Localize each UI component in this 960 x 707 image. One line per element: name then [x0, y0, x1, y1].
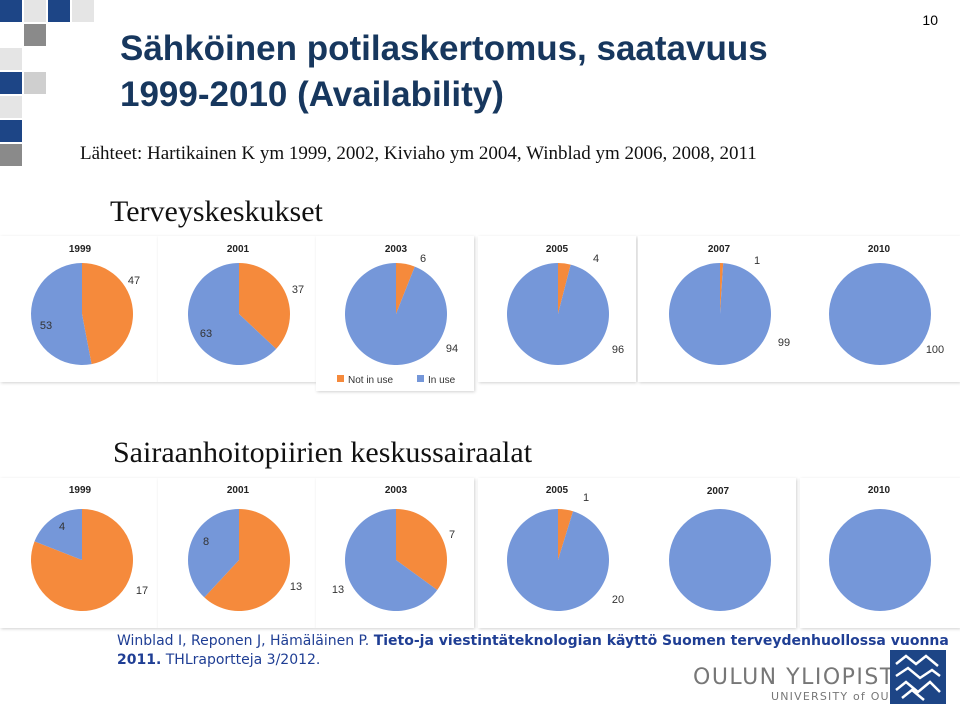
chart-year-label: 2005	[546, 244, 569, 255]
chart-year-label: 1999	[69, 485, 92, 496]
data-label: 13	[332, 584, 344, 596]
data-label: 37	[292, 284, 304, 296]
pie-slice-not-in-use	[558, 509, 574, 560]
title-line-2: 1999-2010 (Availability)	[120, 75, 504, 114]
pie-slice-in-use	[188, 263, 277, 365]
pie-slice-not-in-use	[558, 263, 571, 314]
pie-slice-not-in-use	[204, 509, 291, 611]
legend-swatch-in-use	[417, 375, 424, 382]
chart-year-label: 2010	[868, 485, 891, 496]
chart-year-label: 2001	[227, 244, 250, 255]
footer-authors: Winblad I, Reponen J, Hämäläinen P.	[117, 633, 374, 649]
data-label: 100	[926, 344, 944, 356]
pie-slice-not-in-use	[396, 509, 447, 590]
data-label: 47	[128, 275, 140, 287]
data-label: 4	[593, 253, 599, 265]
pie-slice-not-in-use	[396, 263, 415, 314]
pie-slice-in-use	[345, 263, 448, 366]
data-label: 4	[59, 521, 65, 533]
section-title-terveyskeskukset: Terveyskeskukset	[110, 195, 323, 228]
chart-year-label: 1999	[69, 244, 92, 255]
sources-text: Lähteet: Hartikainen K ym 1999, 2002, Ki…	[80, 143, 757, 164]
pie-slice-not-in-use	[82, 263, 134, 365]
pie-slice-in-use	[829, 509, 931, 611]
pie-slice-in-use	[669, 509, 771, 611]
section-title-keskussairaalat: Sairaanhoitopiirien keskussairaalat	[113, 436, 533, 469]
data-label: 8	[203, 536, 209, 548]
pie-slice-in-use	[34, 509, 82, 560]
data-label: 13	[290, 581, 302, 593]
pie-slice-in-use	[507, 508, 610, 611]
chart-year-label: 2007	[707, 486, 730, 497]
footer-citation: Winblad I, Reponen J, Hämäläinen P. Tiet…	[117, 632, 960, 670]
logo-sub-text: UNIVERSITY of OULU	[771, 690, 906, 703]
pie-slice-in-use	[31, 263, 92, 365]
data-label: 1	[754, 255, 760, 267]
university-logo-text: OULUN YLIOPISTO UNIVERSITY of OULU	[693, 666, 914, 704]
pie-slice-not-in-use	[239, 263, 291, 349]
pie-slice-in-use	[188, 509, 239, 598]
footer-series: THLraportteja 3/2012.	[161, 652, 321, 668]
chart-year-label: 2010	[868, 244, 891, 255]
data-label: 20	[612, 594, 624, 606]
data-label: 94	[446, 343, 458, 355]
slide-title: Sähköinen potilaskertomus, saatavuus 199…	[120, 26, 840, 118]
legend-label-not-in-use: Not in use	[348, 375, 393, 386]
chart-year-label: 2007	[708, 244, 731, 255]
pie-slice-in-use	[345, 509, 438, 611]
legend-label-in-use: In use	[428, 375, 456, 386]
data-label: 63	[200, 328, 212, 340]
legend-swatch-not-in-use	[337, 375, 344, 382]
data-label: 7	[449, 529, 455, 541]
pie-slice-in-use	[506, 263, 609, 365]
pie-slice-in-use	[829, 263, 931, 365]
data-label: 53	[40, 320, 52, 332]
chart-year-label: 2005	[546, 485, 569, 496]
chart-year-label: 2001	[227, 485, 250, 496]
title-line-1: Sähköinen potilaskertomus, saatavuus	[120, 29, 768, 68]
data-label: 96	[612, 344, 624, 356]
chart-year-label: 2003	[385, 485, 408, 496]
university-emblem-icon	[890, 650, 946, 704]
logo-main-text: OULUN YLIOPISTO	[693, 665, 914, 690]
data-label: 1	[583, 492, 589, 504]
footer-report-title: Tieto-ja viestintäteknologian käyttö Suo…	[117, 633, 949, 668]
chart-year-label: 2003	[385, 244, 408, 255]
pie-slice-in-use	[668, 263, 771, 365]
slide-number: 10	[922, 12, 938, 28]
data-label: 99	[778, 337, 790, 349]
data-label: 17	[136, 585, 148, 597]
data-label: 6	[420, 253, 426, 265]
pie-slice-not-in-use	[720, 263, 724, 314]
